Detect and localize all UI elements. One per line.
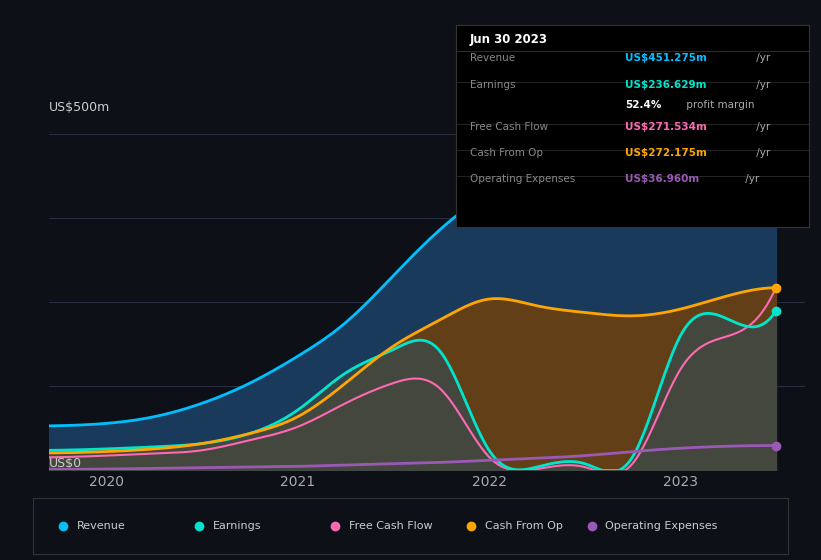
Text: US$0: US$0 [49, 458, 82, 470]
Text: /yr: /yr [753, 148, 771, 158]
Text: profit margin: profit margin [683, 100, 754, 110]
Text: Operating Expenses: Operating Expenses [605, 521, 718, 531]
Text: Revenue: Revenue [76, 521, 126, 531]
Text: /yr: /yr [753, 80, 771, 90]
Text: /yr: /yr [753, 53, 771, 63]
Text: 52.4%: 52.4% [625, 100, 662, 110]
Text: Earnings: Earnings [470, 80, 516, 90]
Text: Revenue: Revenue [470, 53, 515, 63]
Text: Cash From Op: Cash From Op [470, 148, 543, 158]
Text: Earnings: Earnings [213, 521, 261, 531]
Text: Jun 30 2023: Jun 30 2023 [470, 33, 548, 46]
Text: /yr: /yr [753, 122, 771, 132]
Text: US$451.275m: US$451.275m [625, 53, 707, 63]
Text: Cash From Op: Cash From Op [484, 521, 562, 531]
Text: Free Cash Flow: Free Cash Flow [349, 521, 432, 531]
Text: Free Cash Flow: Free Cash Flow [470, 122, 548, 132]
Text: US$272.175m: US$272.175m [625, 148, 707, 158]
Text: US$36.960m: US$36.960m [625, 174, 699, 184]
Text: Operating Expenses: Operating Expenses [470, 174, 575, 184]
Text: US$500m: US$500m [49, 101, 111, 114]
Text: US$236.629m: US$236.629m [625, 80, 707, 90]
Text: US$271.534m: US$271.534m [625, 122, 707, 132]
Text: /yr: /yr [741, 174, 759, 184]
